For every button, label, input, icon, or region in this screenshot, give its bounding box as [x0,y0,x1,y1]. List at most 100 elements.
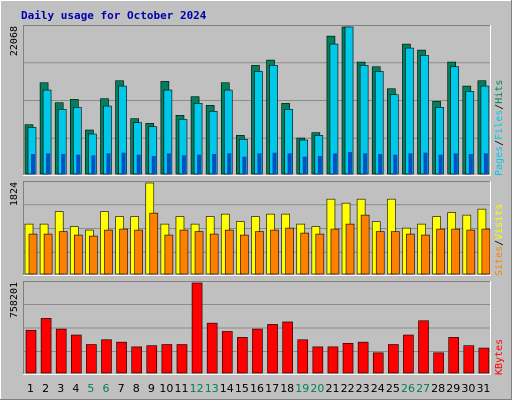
bar-kbytes [40,318,52,374]
bar-kbytes [282,321,293,374]
bar-pages [287,153,292,174]
bar-pages [61,154,66,174]
bar-sites [73,234,83,275]
bar-sites [375,231,385,275]
bar-sites [300,232,310,275]
x-tick-label: 8 [133,382,140,395]
bar-kbytes [191,282,203,374]
bar-sites [391,231,400,275]
bar-sites [28,233,38,275]
bar-pages [423,152,428,174]
panel-visits-sites: 1824 Sites/Visits [9,181,505,276]
bar-kbytes [418,320,429,374]
x-tick-label: 23 [356,382,370,395]
x-tick-label: 21 [325,382,339,395]
x-tick-label: 6 [103,382,110,395]
x-tick-label: 12 [190,382,204,395]
bar-pages [76,154,81,174]
legend-entry: Hits [494,80,505,104]
bar-sites [436,228,445,275]
bar-sites [345,223,355,275]
bar-kbytes [55,328,67,374]
bar-kbytes [448,337,460,374]
bar-pages [197,154,202,174]
bar-sites [255,231,264,275]
bar-kbytes [463,345,475,374]
bar-sites [406,233,415,275]
x-tick-label: 9 [148,382,155,395]
bar-files [344,26,354,175]
x-tick-label: 18 [280,382,294,395]
legend-entry: Pages [494,146,505,176]
y-axis-max-label: 758201 [9,282,20,318]
bar-pages [363,153,368,174]
y-axis-max-label: 1824 [9,182,20,206]
bar-sites [134,229,143,275]
x-tick-label: 5 [87,382,94,395]
bar-pages [136,154,141,174]
bar-kbytes [327,346,339,374]
bar-kbytes [101,339,112,374]
x-axis-day-labels: 1 2 3 4 5 6 7 8 9 10 11 12 13 14 15 16 17 18 19 20 21 22 23 24 2… [27,382,490,395]
bar-pages [46,153,51,174]
bar-kbytes [206,322,218,374]
x-tick-label: 22 [341,382,355,395]
x-tick-label: 3 [57,382,64,395]
bar-kbytes [70,334,82,374]
legend-right: KBytes [494,339,505,375]
x-tick-label: 24 [371,382,385,395]
bar-pages [332,153,337,174]
bar-kbytes [86,344,97,374]
bar-sites [451,228,461,275]
bar-sites [285,227,294,275]
bar-pages [166,153,171,174]
bar-pages [212,154,217,174]
bar-pages [227,153,232,174]
bar-sites [224,229,234,275]
bar-pages [468,154,473,174]
bar-sites [164,234,174,275]
bar-pages [121,152,126,174]
legend-entry: Files [494,110,505,140]
x-tick-label: 29 [446,382,460,395]
bar-sites [149,212,159,275]
bar-kbytes [388,344,399,374]
x-tick-label: 15 [235,382,249,395]
x-tick-label: 25 [386,382,400,395]
bar-pages [453,153,458,174]
bar-sites [58,231,68,275]
x-tick-label: 17 [265,382,279,395]
bar-kbytes [176,344,188,374]
x-tick-label: 13 [205,382,219,395]
bar-pages [31,154,35,174]
x-tick-label: 31 [476,382,490,395]
x-tick-label: 1 [27,382,34,395]
bar-pages [302,156,307,174]
bar-pages [257,153,262,174]
legend-right: Sites/Visits [494,204,505,276]
bar-pages [242,156,247,174]
bar-sites [43,233,53,275]
bar-kbytes [131,346,142,374]
legend-entry: / [494,104,505,110]
panel-kbytes: 758201 KBytes [9,281,505,375]
bar-sites [466,229,476,275]
bar-kbytes [342,343,354,374]
bar-pages [106,153,111,174]
bar-kbytes [312,346,324,374]
legend-entry: Sites [494,246,505,276]
x-tick-label: 4 [72,382,79,395]
bar-sites [209,233,219,275]
x-tick-label: 14 [220,382,234,395]
bar-kbytes [116,341,127,374]
bar-pages [393,154,398,174]
legend-right: Pages/Files/Hits [494,80,505,176]
bar-sites [421,234,430,275]
x-tick-label: 2 [42,382,49,395]
bar-kbytes [237,337,248,374]
x-tick-label: 27 [416,382,430,395]
legend-entry: / [494,240,505,246]
legend-entry: KBytes [494,339,505,375]
